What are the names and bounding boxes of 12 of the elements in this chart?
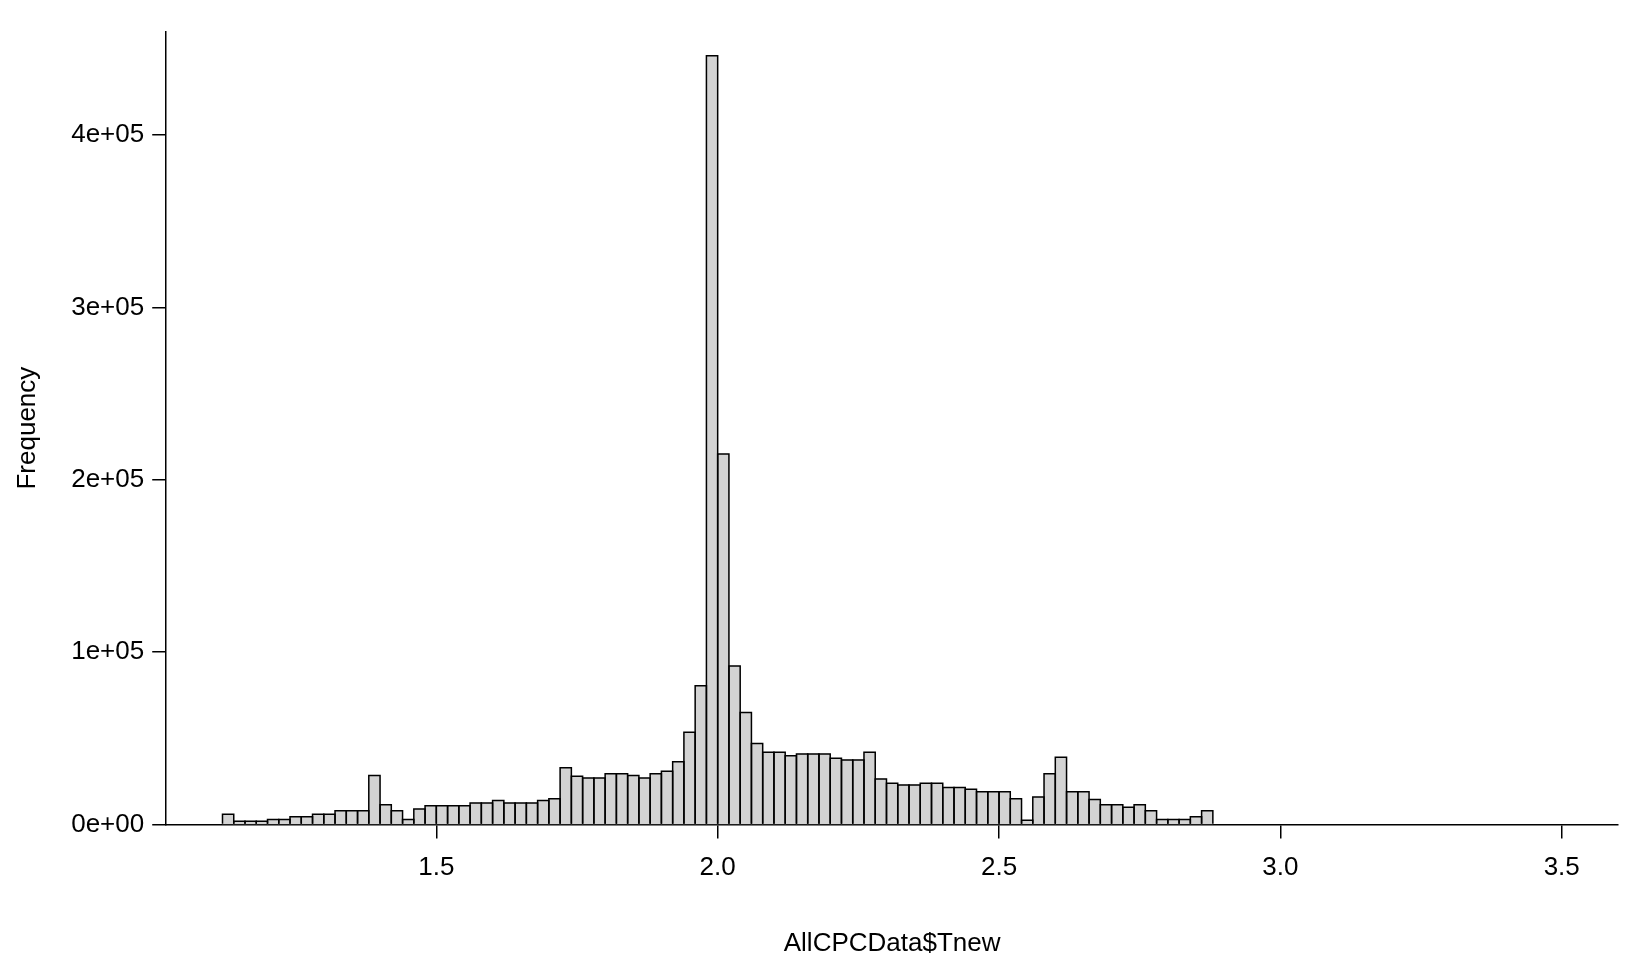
x-tick-label: 1.5 [418,851,455,882]
y-tick-label: 3e+05 [71,290,145,321]
x-tick-label: 2.5 [980,851,1018,882]
y-tick-label: 1e+05 [71,635,145,666]
x-axis-title: AllCPCData$Tnew [783,926,1001,957]
y-axis-title: Frequency [10,366,41,490]
y-tick-label: 4e+05 [71,118,145,149]
y-tick-label: 2e+05 [71,462,145,493]
x-tick-label: 3.0 [1262,851,1299,882]
y-tick-label: 0e+00 [71,807,145,838]
x-tick-label: 2.0 [699,851,736,882]
x-tick-label: 3.5 [1543,851,1580,882]
